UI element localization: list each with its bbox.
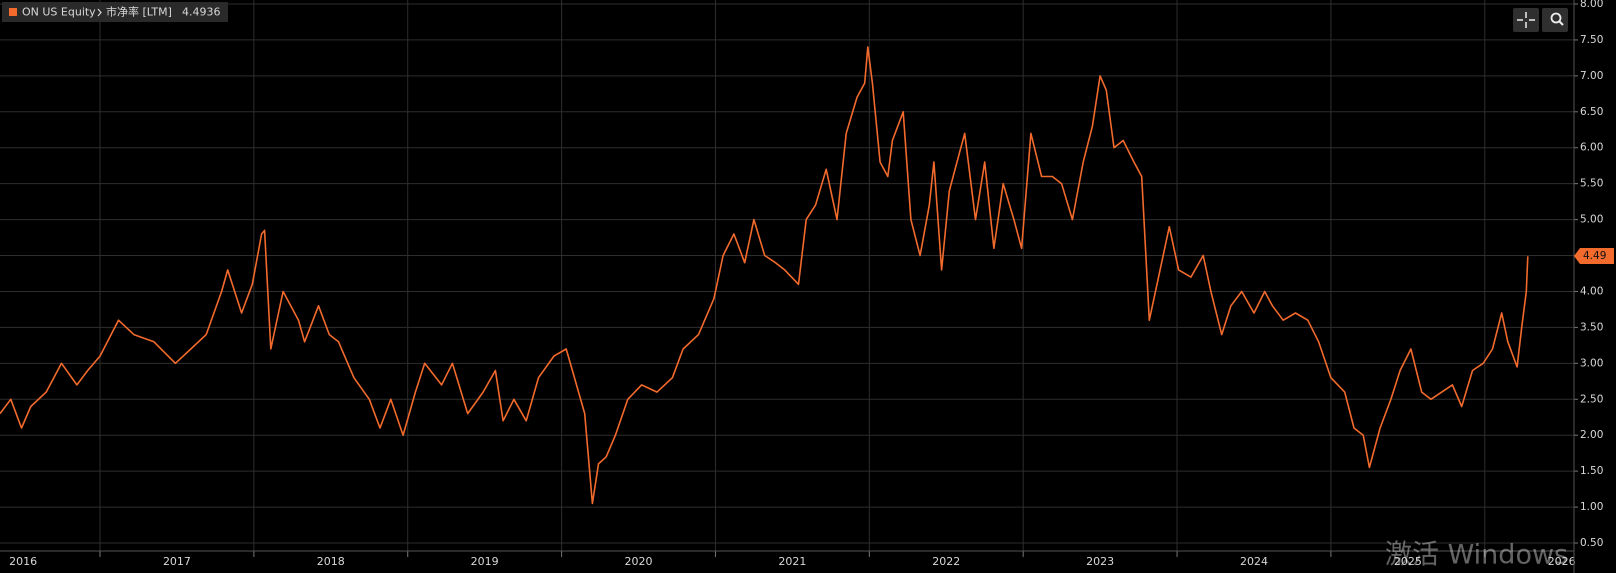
x-tick-label: 2016	[9, 555, 37, 568]
y-tick-label: 1.00	[1580, 501, 1603, 513]
button-bg[interactable]	[1513, 8, 1539, 32]
x-tick-label: 2024	[1240, 555, 1268, 568]
plot-layer: 4.49	[0, 46, 1614, 505]
legend-box	[2, 2, 228, 22]
watermark: 激活 Windows	[1385, 540, 1568, 571]
button-bg[interactable]	[1542, 8, 1568, 32]
y-tick-label: 5.50	[1580, 178, 1603, 190]
x-tick-label: 2021	[778, 555, 806, 568]
legend-swatch	[9, 8, 17, 16]
y-tick-label: 3.50	[1580, 321, 1603, 333]
legend-series-name: ON US Equity	[22, 6, 96, 19]
legend-field: 市净率 [LTM]	[106, 5, 172, 19]
x-tick-label: 2020	[625, 555, 653, 568]
x-tick-label: 2022	[932, 555, 960, 568]
crosshair-icon[interactable]	[1517, 12, 1535, 28]
zoom-icon[interactable]	[1550, 12, 1562, 24]
legend: ON US Equity 市净率 [LTM] 4.4936	[2, 2, 228, 22]
x-tick-label: 2026	[1548, 555, 1576, 568]
x-tick-label: 2023	[1086, 555, 1114, 568]
y-tick-label: 1.50	[1580, 465, 1603, 477]
y-tick-label: 5.00	[1580, 214, 1603, 226]
zoom-handle[interactable]	[1558, 20, 1564, 26]
y-tick-label: 6.50	[1580, 106, 1603, 118]
y-tick-label: 3.00	[1580, 357, 1603, 369]
crosshair-button[interactable]	[1513, 8, 1539, 32]
y-tick-label: 7.00	[1580, 70, 1603, 82]
last-value-label: 4.49	[1583, 250, 1606, 262]
y-tick-label: 2.00	[1580, 429, 1603, 441]
y-tick-label: 7.50	[1580, 34, 1603, 46]
zoom-button[interactable]	[1542, 8, 1568, 32]
data-line	[0, 46, 1529, 505]
legend-separator	[97, 8, 102, 17]
y-tick-label: 6.00	[1580, 142, 1603, 154]
y-tick-label: 4.00	[1580, 285, 1603, 297]
x-tick-label: 2019	[471, 555, 499, 568]
x-tick-label: 2018	[317, 555, 345, 568]
y-tick-label: 2.50	[1580, 393, 1603, 405]
legend-last-value: 4.4936	[182, 6, 221, 19]
x-tick-label: 2017	[163, 555, 191, 568]
y-tick-label: 0.50	[1580, 537, 1603, 549]
last-value-marker	[1574, 247, 1614, 264]
toolbar	[1513, 8, 1568, 32]
y-tick-label: 8.00	[1580, 0, 1603, 10]
x-tick-label: 2025	[1394, 555, 1422, 568]
last-value-badge: 4.49	[1574, 247, 1614, 264]
